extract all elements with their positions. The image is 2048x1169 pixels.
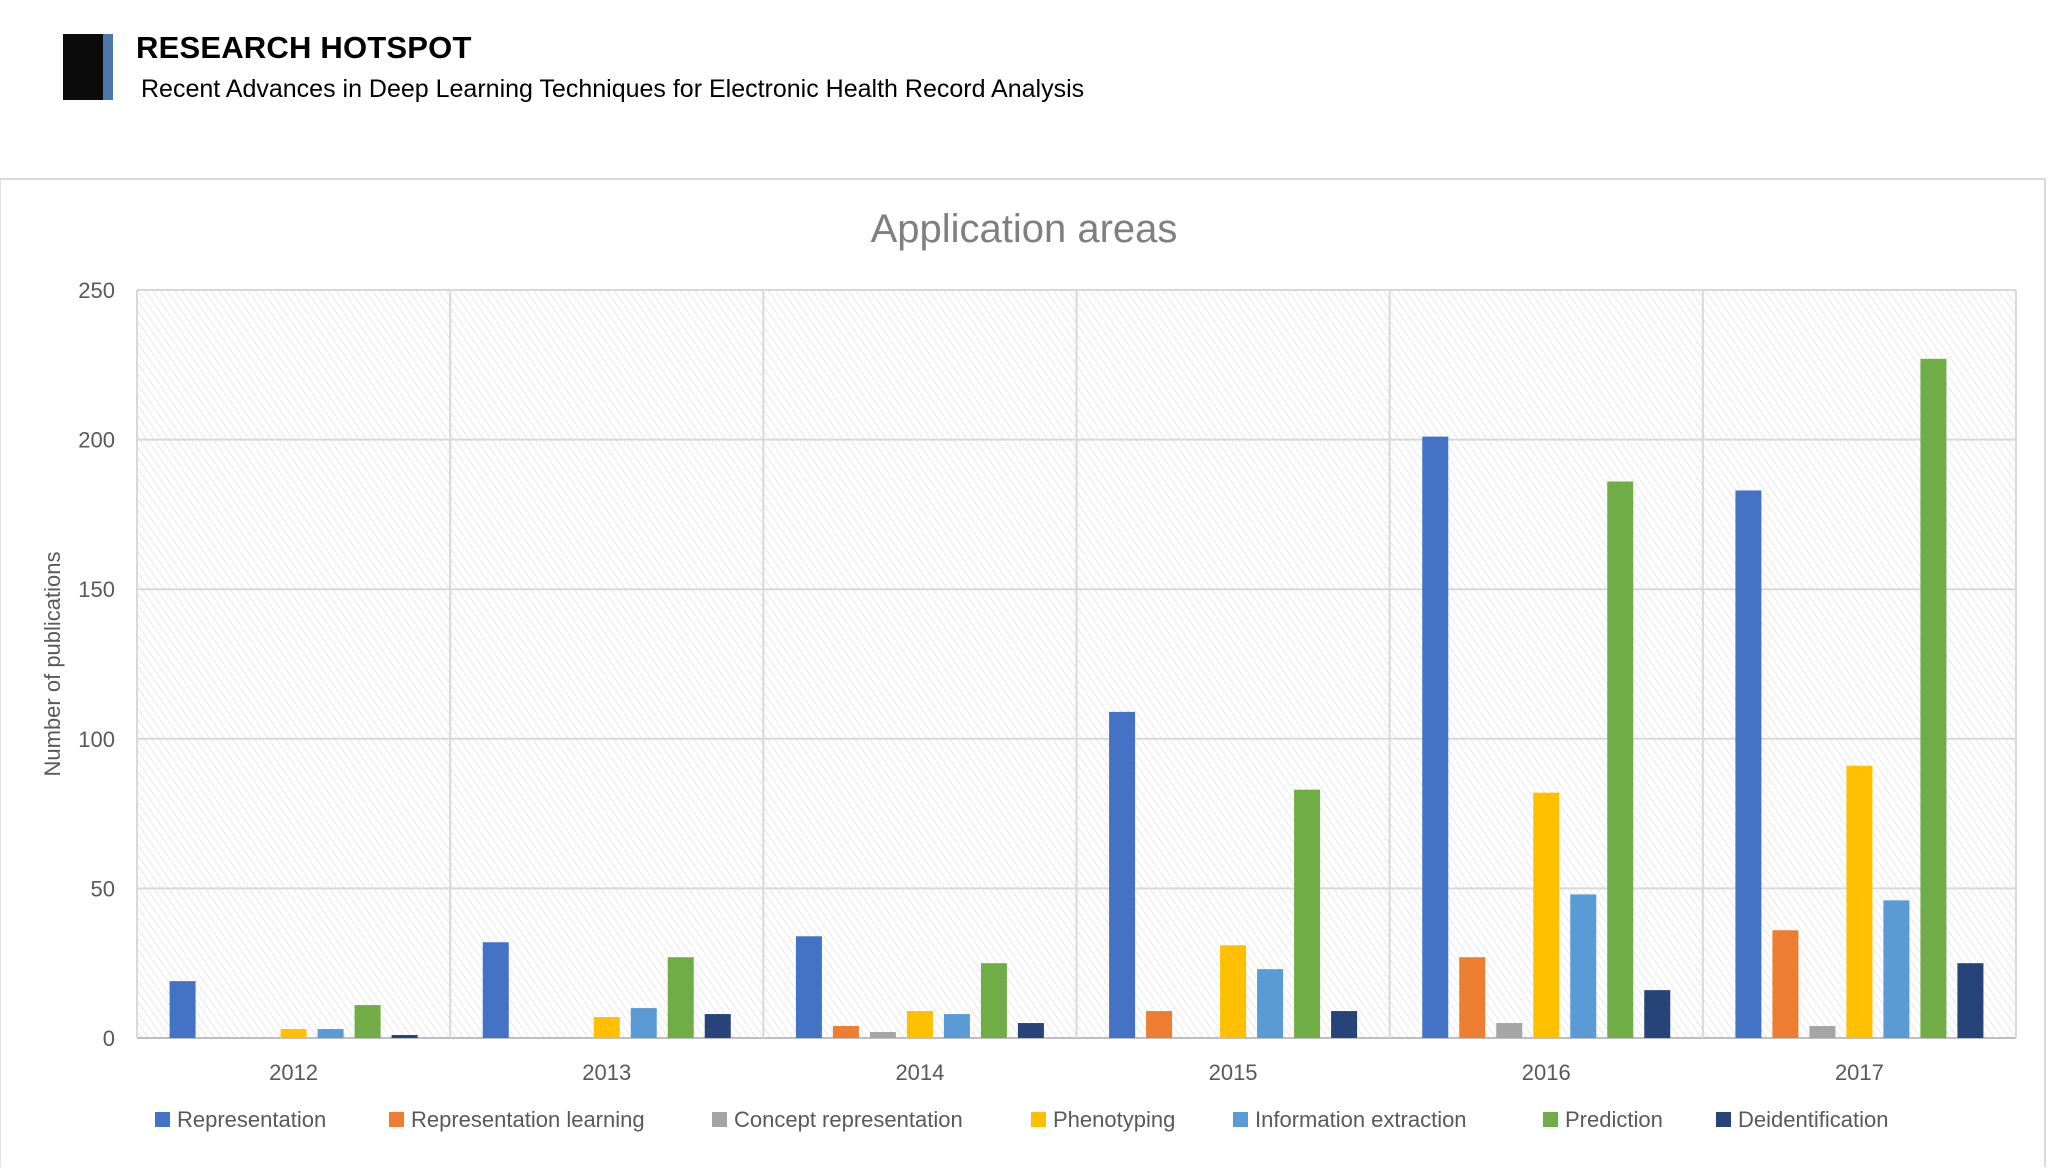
- y-tick-label: 200: [78, 428, 115, 453]
- bar: [317, 1029, 344, 1038]
- bar: [1257, 969, 1284, 1038]
- y-tick-label: 250: [78, 278, 115, 303]
- bar: [980, 963, 1007, 1038]
- bar: [1846, 765, 1873, 1038]
- bar: [593, 1017, 620, 1038]
- header: RESEARCH HOTSPOT Recent Advances in Deep…: [0, 0, 2048, 178]
- legend-swatch: [1233, 1112, 1248, 1127]
- bar: [1017, 1023, 1044, 1038]
- bar: [795, 936, 822, 1038]
- legend: Representation Representation learning Con…: [155, 1107, 1888, 1132]
- legend-swatch: [1543, 1112, 1558, 1127]
- y-tick-label: 100: [78, 727, 115, 752]
- y-axis-label: Number of publications: [40, 551, 65, 776]
- bar: [169, 981, 196, 1038]
- legend-label: Representation learning: [411, 1107, 645, 1132]
- x-tick-label: 2014: [895, 1060, 944, 1085]
- bar: [1109, 711, 1136, 1038]
- y-tick-label: 50: [91, 876, 115, 901]
- bar: [1809, 1026, 1836, 1038]
- bar: [1735, 490, 1762, 1038]
- bar: [1772, 930, 1799, 1038]
- bar: [1607, 481, 1634, 1038]
- bar: [667, 957, 694, 1038]
- bar: [280, 1029, 307, 1038]
- x-tick-label: 2012: [269, 1060, 318, 1085]
- bar: [832, 1026, 859, 1038]
- legend-swatch: [712, 1112, 727, 1127]
- x-tick-label: 2016: [1522, 1060, 1571, 1085]
- page-subtitle: Recent Advances in Deep Learning Techniq…: [141, 75, 1085, 103]
- bar: [1496, 1023, 1523, 1038]
- x-tick-label: 2017: [1835, 1060, 1884, 1085]
- chart-title: Application areas: [871, 207, 1178, 251]
- bar: [1294, 789, 1321, 1038]
- bar: [1422, 436, 1449, 1038]
- legend-label: Prediction: [1565, 1107, 1663, 1132]
- bar: [906, 1011, 933, 1038]
- legend-swatch: [1716, 1112, 1731, 1127]
- bar: [482, 942, 509, 1038]
- bar: [1920, 358, 1947, 1038]
- legend-swatch: [1031, 1112, 1046, 1127]
- bar: [1533, 792, 1560, 1038]
- bar: [1957, 963, 1984, 1038]
- legend-label: Concept representation: [734, 1107, 963, 1132]
- bar: [354, 1005, 381, 1038]
- logo-mark: [63, 34, 103, 100]
- y-tick-label: 0: [103, 1026, 115, 1051]
- bar: [1146, 1011, 1173, 1038]
- bar: [1570, 894, 1597, 1038]
- page-title: RESEARCH HOTSPOT: [136, 30, 472, 65]
- x-tick-label: 2015: [1209, 1060, 1258, 1085]
- x-tick-label: 2013: [582, 1060, 631, 1085]
- legend-label: Representation: [177, 1107, 326, 1132]
- bar: [1644, 990, 1671, 1038]
- legend-label: Deidentification: [1738, 1107, 1888, 1132]
- legend-swatch: [155, 1112, 170, 1127]
- bar: [391, 1035, 418, 1038]
- bar: [1883, 900, 1910, 1038]
- bar: [943, 1014, 970, 1038]
- bar: [1220, 945, 1247, 1038]
- bar: [869, 1032, 896, 1038]
- logo-stripe: [103, 34, 113, 100]
- bar: [630, 1008, 657, 1038]
- bar: [1459, 957, 1486, 1038]
- legend-swatch: [389, 1112, 404, 1127]
- y-tick-label: 150: [78, 577, 115, 602]
- legend-label: Phenotyping: [1053, 1107, 1175, 1132]
- bar: [1331, 1011, 1358, 1038]
- bar: [704, 1014, 731, 1038]
- legend-label: Information extraction: [1255, 1107, 1467, 1132]
